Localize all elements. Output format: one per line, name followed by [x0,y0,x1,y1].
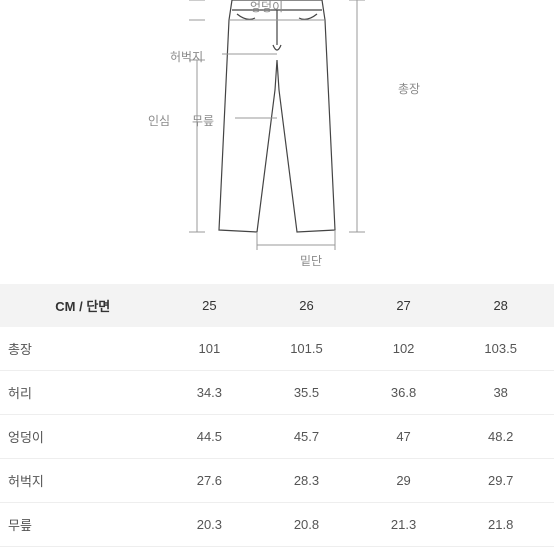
label-knee: 무릎 [192,112,214,129]
table-row: 총장101101.5102103.5 [0,327,554,371]
row-label: 허벅지 [0,459,166,503]
cell: 21.8 [447,503,554,547]
cell: 29 [360,459,448,503]
cell: 35.5 [253,371,360,415]
col-26: 26 [253,284,360,327]
table-row: 무릎20.320.821.321.8 [0,503,554,547]
cell: 45.7 [253,415,360,459]
cell: 20.3 [166,503,254,547]
corner-header: CM / 단면 [0,284,166,327]
table-row: 허벅지27.628.32929.7 [0,459,554,503]
cell: 21.3 [360,503,448,547]
cell: 103.5 [447,327,554,371]
label-hips: 엉덩이 [250,0,283,15]
col-28: 28 [447,284,554,327]
pants-svg [127,0,427,260]
cell: 20.8 [253,503,360,547]
cell: 34.3 [166,371,254,415]
cell: 28.3 [253,459,360,503]
row-label: 총장 [0,327,166,371]
row-label: 엉덩이 [0,415,166,459]
label-total: 총장 [398,80,420,97]
cell: 38 [447,371,554,415]
table-row: 허리34.335.536.838 [0,371,554,415]
label-hem: 밑단 [300,252,322,269]
cell: 47 [360,415,448,459]
cell: 36.8 [360,371,448,415]
size-table: CM / 단면 25 26 27 28 총장101101.5102103.5허리… [0,284,554,547]
pants-diagram: 엉덩이 허벅지 총장 인심 무릎 밑단 [0,0,554,280]
cell: 102 [360,327,448,371]
label-inseam: 인심 [148,112,170,129]
cell: 27.6 [166,459,254,503]
cell: 29.7 [447,459,554,503]
table-row: 엉덩이44.545.74748.2 [0,415,554,459]
row-label: 무릎 [0,503,166,547]
table-header-row: CM / 단면 25 26 27 28 [0,284,554,327]
cell: 44.5 [166,415,254,459]
row-label: 허리 [0,371,166,415]
col-27: 27 [360,284,448,327]
cell: 101 [166,327,254,371]
label-thigh: 허벅지 [170,48,203,65]
cell: 48.2 [447,415,554,459]
col-25: 25 [166,284,254,327]
cell: 101.5 [253,327,360,371]
